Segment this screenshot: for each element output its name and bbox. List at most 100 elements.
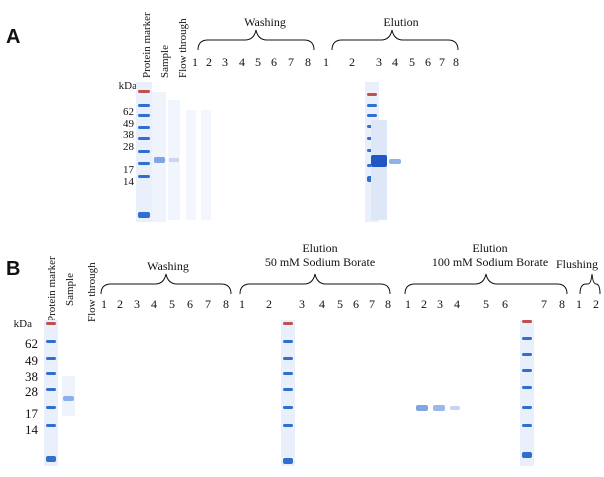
elution-lane-8: 8 (453, 55, 459, 69)
elution1-lane-1: 1 (239, 297, 245, 311)
ladder-b2-band-5 (283, 388, 293, 391)
washing-lane-2: 2 (206, 55, 212, 69)
ladder-b3-band-1 (522, 320, 532, 323)
elution-lane-6: 6 (425, 55, 431, 69)
band-flow-through (169, 158, 179, 162)
elution2-label: Elution 100 mM Sodium Borate (420, 241, 560, 269)
washing-label-b: Washing (147, 259, 189, 273)
washing-b-lane-3: 3 (134, 297, 140, 311)
ladder-b1-band-7 (46, 424, 56, 427)
band-elution-3 (371, 155, 387, 167)
elution1-lane-8: 8 (385, 297, 391, 311)
ladder-a-band-3 (138, 114, 150, 117)
elution2-lane-1: 1 (405, 297, 411, 311)
washing-lane-4: 4 (239, 55, 245, 69)
ladder-a-elu-band-3 (367, 114, 377, 117)
washing-lane-3: 3 (222, 55, 228, 69)
flushing-lane-2: 2 (593, 297, 599, 311)
lane-marker-elution2 (520, 320, 534, 466)
ladder-b1-band-2 (46, 340, 56, 343)
washing-lane-5: 5 (255, 55, 261, 69)
panel-b-braces (100, 273, 601, 295)
ladder-b3-band-4 (522, 369, 532, 372)
ladder-a-band-6 (138, 150, 150, 153)
elution1-label: Elution 50 mM Sodium Borate (255, 241, 385, 269)
ladder-a-band-4 (138, 126, 150, 129)
lane-protein-marker-b (44, 320, 58, 466)
elution-lane-4: 4 (392, 55, 398, 69)
panel-b-letter: B (6, 258, 21, 280)
panel-b: B Protein marker Sample Flow through Was… (0, 236, 604, 477)
elution-lane-3: 3 (376, 55, 382, 69)
ladder-a-elu-band-1 (367, 93, 377, 96)
elution2-lane-6: 6 (502, 297, 508, 311)
marker-b-62: 62 (25, 336, 38, 351)
ladder-b1-band-5 (46, 388, 56, 391)
marker-b-49: 49 (25, 353, 38, 368)
marker-a-14: 14 (123, 176, 134, 188)
kda-label-b: kDa (13, 318, 32, 330)
washing-label: Washing (244, 15, 286, 29)
ladder-b1-band-4 (46, 372, 56, 375)
ladder-b3-band-3 (522, 353, 532, 356)
elution2-buffer: 100 mM Sodium Borate (431, 255, 549, 269)
elution1-lane-5: 5 (337, 297, 343, 311)
ladder-b3-band-2 (522, 337, 532, 340)
ladder-a-band-1 (138, 90, 150, 93)
elution1-buffer: 50 mM Sodium Borate (264, 255, 376, 269)
elution-lane-5: 5 (409, 55, 415, 69)
panel-a-letter: A (6, 26, 21, 48)
flushing-lane-1: 1 (576, 297, 582, 311)
band-elution2-lane3 (433, 405, 445, 411)
marker-a-17: 17 (123, 164, 134, 176)
marker-a-62: 62 (123, 106, 134, 118)
marker-b-14: 14 (25, 422, 38, 437)
elution2-lane-3: 3 (437, 297, 443, 311)
ladder-b3-band-6 (522, 406, 532, 409)
marker-a-28: 28 (123, 141, 134, 153)
elution-lane-7: 7 (439, 55, 445, 69)
washing-lane-7: 7 (288, 55, 294, 69)
kda-label: kDa (118, 80, 137, 92)
elution-lane-1: 1 (323, 55, 329, 69)
lane-elution-3 (371, 120, 387, 220)
ladder-a-band-2 (138, 104, 150, 107)
ladder-a-elu-band-2 (367, 104, 377, 107)
ladder-b1-band-8 (46, 456, 56, 462)
marker-a-38: 38 (123, 129, 134, 141)
washing-b-lane-6: 6 (187, 297, 193, 311)
washing-b-lane-1: 1 (101, 297, 107, 311)
washing-b-lane-5: 5 (169, 297, 175, 311)
elution1-lane-7: 7 (369, 297, 375, 311)
elution2-lane-2: 2 (421, 297, 427, 311)
lane-wash-2 (201, 110, 211, 220)
elution2-lane-7: 7 (541, 297, 547, 311)
ladder-a-band-8 (138, 175, 150, 178)
ladder-b3-band-5 (522, 386, 532, 389)
band-sample-b (63, 396, 74, 401)
marker-a-49: 49 (123, 118, 134, 130)
elution2-lane-8: 8 (559, 297, 565, 311)
ladder-b1-band-1 (46, 322, 56, 325)
lane-wash-1 (186, 110, 196, 220)
ladder-b2-band-1 (283, 322, 293, 325)
washing-b-lane-8: 8 (223, 297, 229, 311)
ladder-b2-band-4 (283, 372, 293, 375)
marker-b-28: 28 (25, 384, 38, 399)
elution1-title: Elution (302, 241, 338, 255)
ladder-b2-band-7 (283, 424, 293, 427)
ladder-b2-band-3 (283, 357, 293, 360)
panel-a-braces (197, 29, 459, 51)
band-elution2-lane2 (416, 405, 428, 411)
elution1-lane-2: 2 (266, 297, 272, 311)
elution-label: Elution (383, 15, 419, 29)
washing-lane-8: 8 (305, 55, 311, 69)
ladder-a-band-7 (138, 162, 150, 165)
ladder-b3-band-8 (522, 452, 532, 458)
ladder-b2-band-8 (283, 458, 293, 464)
ladder-a-band-9 (138, 212, 150, 218)
band-elution-4 (389, 159, 401, 164)
washing-b-lane-2: 2 (117, 297, 123, 311)
band-sample (154, 157, 165, 163)
lane-marker-elution1 (281, 320, 295, 466)
